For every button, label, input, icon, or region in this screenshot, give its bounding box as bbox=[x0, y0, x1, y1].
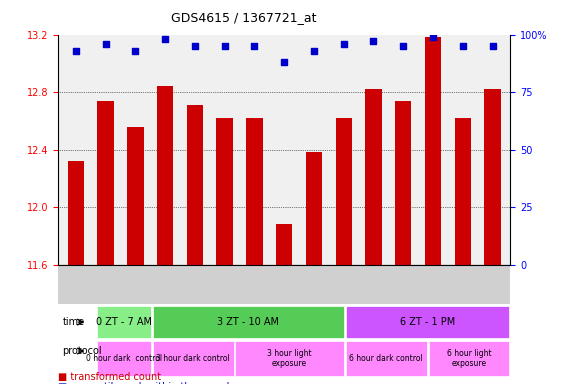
Bar bbox=[127, 127, 144, 265]
Bar bbox=[97, 101, 114, 265]
Point bbox=[250, 43, 259, 49]
Text: time: time bbox=[63, 317, 85, 327]
Text: 0 hour dark  control: 0 hour dark control bbox=[86, 354, 162, 363]
Bar bbox=[68, 161, 84, 265]
Text: ■ percentile rank within the sample: ■ percentile rank within the sample bbox=[58, 382, 235, 384]
Text: protocol: protocol bbox=[63, 346, 102, 356]
Point bbox=[398, 43, 408, 49]
Text: 3 ZT - 10 AM: 3 ZT - 10 AM bbox=[218, 317, 279, 327]
Point bbox=[280, 59, 289, 65]
FancyBboxPatch shape bbox=[429, 341, 509, 376]
Point bbox=[488, 43, 497, 49]
FancyBboxPatch shape bbox=[153, 306, 344, 338]
Point bbox=[220, 43, 229, 49]
Text: 0 ZT - 7 AM: 0 ZT - 7 AM bbox=[96, 317, 152, 327]
Bar bbox=[216, 118, 233, 265]
Bar bbox=[276, 224, 292, 265]
Bar bbox=[365, 89, 382, 265]
Point bbox=[101, 41, 110, 47]
FancyBboxPatch shape bbox=[346, 306, 509, 338]
Point bbox=[309, 48, 318, 54]
Text: 6 ZT - 1 PM: 6 ZT - 1 PM bbox=[400, 317, 455, 327]
FancyBboxPatch shape bbox=[235, 341, 344, 376]
Bar bbox=[306, 152, 322, 265]
Bar bbox=[246, 118, 263, 265]
FancyBboxPatch shape bbox=[97, 306, 151, 338]
Text: 3 hour light
exposure: 3 hour light exposure bbox=[267, 349, 312, 368]
Point bbox=[71, 48, 81, 54]
Text: ■ transformed count: ■ transformed count bbox=[58, 372, 161, 382]
Point bbox=[339, 41, 349, 47]
Text: GDS4615 / 1367721_at: GDS4615 / 1367721_at bbox=[171, 12, 316, 25]
Text: 6 hour light
exposure: 6 hour light exposure bbox=[447, 349, 491, 368]
Text: 6 hour dark control: 6 hour dark control bbox=[349, 354, 423, 363]
Bar bbox=[484, 89, 501, 265]
Point bbox=[130, 48, 140, 54]
Bar bbox=[336, 118, 352, 265]
Bar bbox=[395, 101, 411, 265]
FancyBboxPatch shape bbox=[153, 341, 234, 376]
Text: 3 hour dark control: 3 hour dark control bbox=[156, 354, 230, 363]
Point bbox=[458, 43, 467, 49]
Point bbox=[429, 34, 438, 40]
FancyBboxPatch shape bbox=[97, 341, 151, 376]
Bar bbox=[157, 86, 173, 265]
Bar bbox=[425, 37, 441, 265]
Point bbox=[369, 38, 378, 45]
Point bbox=[161, 36, 170, 42]
Bar bbox=[187, 105, 203, 265]
FancyBboxPatch shape bbox=[346, 341, 427, 376]
Bar bbox=[455, 118, 471, 265]
Point bbox=[190, 43, 200, 49]
